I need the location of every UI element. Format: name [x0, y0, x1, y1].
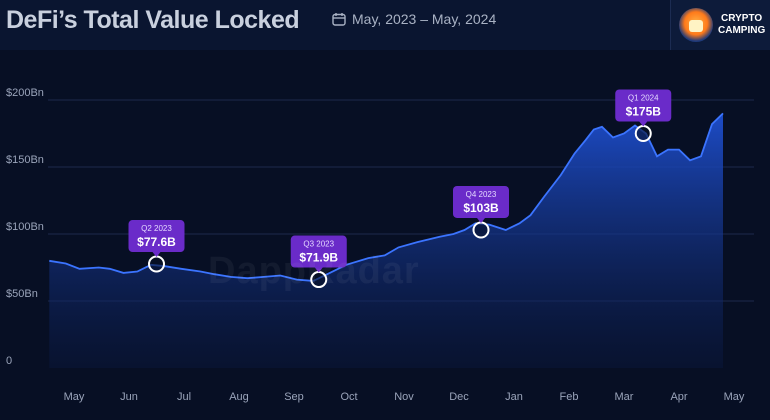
annotation-callout	[290, 235, 347, 268]
x-tick-label: Mar	[615, 391, 634, 403]
x-tick-label: Dec	[449, 391, 469, 403]
callout-pointer	[639, 121, 648, 127]
date-range-picker[interactable]: May, 2023 – May, 2024	[332, 11, 496, 27]
chart-svg: 0 $50Bn $100Bn $150Bn $200Bn May Jun Jul Aug Sep O…	[6, 87, 754, 403]
callout-pointer	[152, 252, 161, 258]
brand-badge: CRYPTO CAMPING	[670, 0, 770, 50]
annotation-quarter: Q2 2023	[141, 224, 172, 233]
annotation-callout	[128, 220, 185, 253]
annotation-quarter: Q3 2023	[303, 240, 334, 249]
callout-pointer	[314, 267, 323, 273]
header-bar: DeFi’s Total Value Locked May, 2023 – Ma…	[0, 0, 770, 50]
tvl-line	[49, 112, 724, 282]
annotation-marker	[472, 221, 490, 239]
crypto-camping-logo-icon	[679, 8, 713, 42]
y-tick-label: $150Bn	[6, 154, 44, 166]
x-tick-label: May	[64, 391, 85, 403]
calendar-icon	[332, 12, 346, 26]
x-tick-label: May	[724, 391, 745, 403]
date-range-label: May, 2023 – May, 2024	[352, 11, 497, 27]
x-tick-label: Jan	[505, 391, 523, 403]
y-tick-label: $100Bn	[6, 221, 44, 233]
annotation-value: $77.6B	[137, 235, 176, 249]
x-tick-label: Sep	[284, 391, 304, 403]
annotation-value: $175B	[626, 105, 662, 119]
watermark: DappRadar	[208, 250, 420, 292]
x-tick-label: Oct	[340, 391, 357, 403]
y-tick-label: 0	[6, 355, 12, 367]
brand-name: CRYPTO CAMPING	[718, 13, 765, 37]
tvl-chart: DappRadar 0 $50Bn $100Bn $150Bn $200Bn May Jun…	[0, 50, 770, 415]
brand-line-2: CAMPING	[718, 25, 766, 36]
annotation-marker	[634, 125, 652, 142]
tvl-area	[49, 113, 724, 369]
x-tick-label: Jul	[177, 391, 191, 403]
annotation-quarter: Q4 2023	[466, 190, 497, 199]
x-tick-label: Apr	[670, 391, 687, 403]
x-tick-label: Jun	[120, 391, 138, 403]
x-tick-label: Aug	[229, 391, 249, 403]
page-title: DeFi’s Total Value Locked	[6, 6, 300, 34]
x-tick-label: Nov	[394, 391, 414, 403]
y-tick-label: $50Bn	[6, 288, 38, 300]
annotation-value: $103B	[463, 201, 499, 215]
brand-line-1: CRYPTO	[721, 13, 763, 24]
annotation-callout	[615, 89, 672, 122]
annotation-value: $71.9B	[299, 251, 338, 265]
y-tick-label: $200Bn	[6, 87, 44, 99]
annotation-quarter: Q1 2024	[628, 94, 659, 103]
x-tick-label: Feb	[560, 391, 579, 403]
callout-pointer	[477, 217, 485, 223]
annotation-callout	[453, 185, 509, 218]
annotation-marker	[148, 255, 165, 273]
